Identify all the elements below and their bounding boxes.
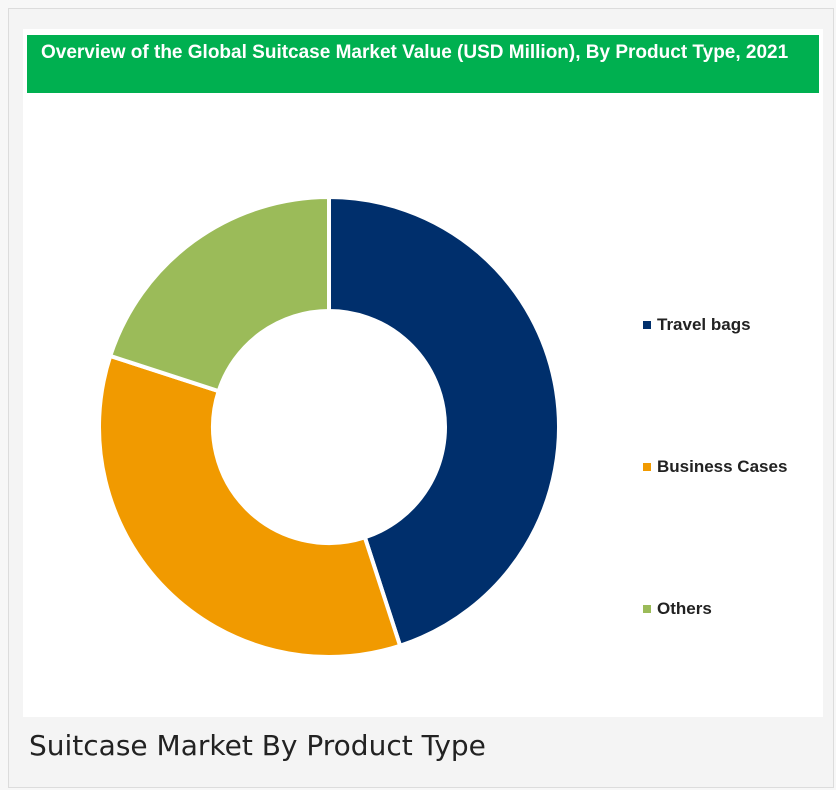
donut-slice-travel-bags	[327, 194, 561, 649]
chart-legend: Travel bags Business Cases Others	[643, 29, 823, 717]
legend-item-others: Others	[643, 599, 712, 619]
legend-item-travel-bags: Travel bags	[643, 315, 751, 335]
legend-label: Others	[657, 599, 712, 618]
chart-card: Overview of the Global Suitcase Market V…	[8, 8, 834, 788]
donut-chart	[97, 194, 561, 659]
donut-slice-others	[107, 194, 331, 394]
legend-item-business-cases: Business Cases	[643, 457, 787, 477]
legend-swatch	[643, 605, 651, 613]
legend-swatch	[643, 321, 651, 329]
figure-caption: Suitcase Market By Product Type	[29, 729, 486, 762]
legend-label: Business Cases	[657, 457, 788, 476]
chart-area: Overview of the Global Suitcase Market V…	[23, 29, 823, 717]
chart-title: Overview of the Global Suitcase Market V…	[27, 35, 819, 93]
legend-label: Travel bags	[657, 315, 751, 334]
legend-swatch	[643, 463, 651, 471]
donut-slice-business-cases	[97, 353, 403, 659]
